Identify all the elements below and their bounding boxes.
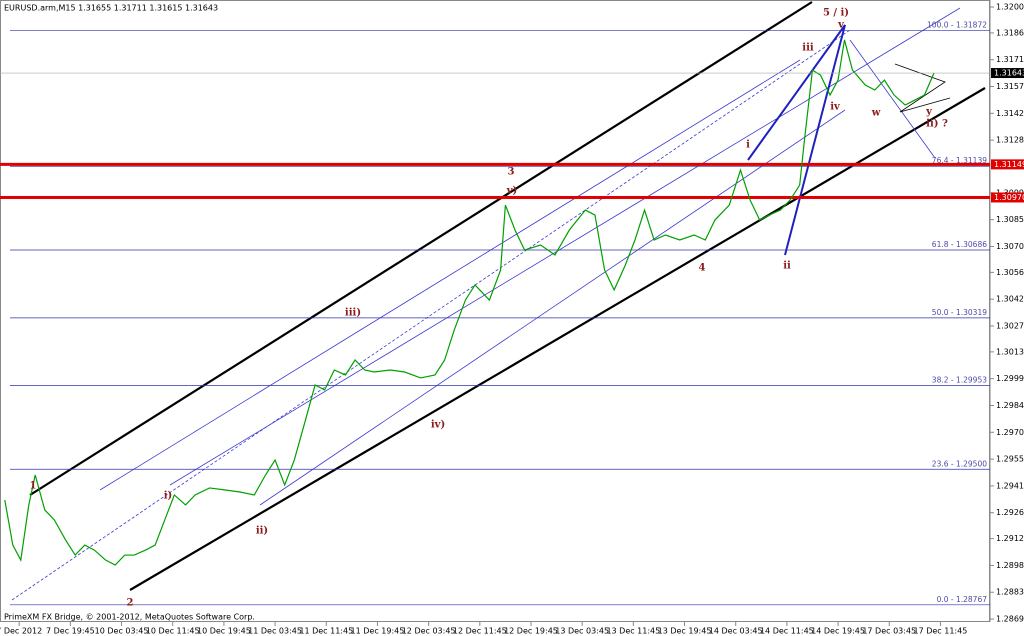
y-tick-label: 1.30420	[996, 295, 1024, 304]
red-level	[0, 195, 990, 199]
y-tick-label: 1.30705	[996, 242, 1024, 251]
y-tick-label: 1.31715	[996, 55, 1024, 64]
wave-label: w	[871, 108, 881, 119]
y-tick-label: 1.29990	[996, 374, 1024, 383]
wave-label: v	[837, 20, 845, 31]
y-tick-label: 1.30275	[996, 321, 1024, 330]
channel-lines	[11, 1, 986, 601]
channel-blue	[259, 109, 846, 506]
wave-label: 4	[699, 263, 706, 274]
x-tick-label: 10 Dec 11:45	[146, 627, 200, 636]
red-price-label: 1.31149	[994, 160, 1024, 169]
y-tick-label: 1.30565	[996, 268, 1024, 277]
current-price-box	[991, 68, 1024, 79]
red-price-box	[991, 159, 1024, 170]
y-tick-label: 1.29555	[996, 455, 1024, 464]
wave-label: 5 / i)	[823, 8, 849, 19]
wave-label: iii	[802, 43, 814, 54]
x-tick-label: 13 Dec 19:45	[658, 627, 712, 636]
fib-label: 61.8 - 1.30686	[932, 240, 987, 249]
wave-label: iv)	[431, 420, 445, 431]
y-tick-label: 1.29845	[996, 401, 1024, 410]
channel-blue	[99, 59, 801, 491]
wave-label: i)	[164, 491, 173, 502]
x-tick-label: 13 Dec 03:45	[555, 627, 609, 636]
x-tick-label: 14 Dec 19:45	[811, 627, 865, 636]
x-tick-label: 10 Dec 19:45	[197, 627, 251, 636]
x-tick-label: 14 Dec 11:45	[760, 627, 814, 636]
x-tick-label: 11 Dec 19:45	[351, 627, 405, 636]
red-price-label: 1.30970	[994, 193, 1024, 202]
fib-label: 23.6 - 1.29500	[932, 459, 987, 468]
y-tick-label: 1.28690	[996, 615, 1024, 624]
y-tick-label: 1.28980	[996, 561, 1024, 570]
wave-label: 3	[508, 167, 515, 178]
x-tick-label: 7 Dec 2012	[0, 627, 42, 636]
wave-label: y	[925, 107, 933, 118]
channel-upper	[29, 1, 813, 496]
chart-title: EURUSD.arm,M15 1.31655 1.31711 1.31615 1…	[4, 4, 218, 13]
fib-label: 76.4 - 1.31139	[932, 156, 987, 165]
y-tick-label: 1.29125	[996, 534, 1024, 543]
x-tick-label: 12 Dec 03:45	[402, 627, 456, 636]
y-tick-label: 1.28835	[996, 588, 1024, 597]
y-tick-label: 1.31570	[996, 82, 1024, 91]
y-tick-label: 1.31425	[996, 109, 1024, 118]
red-price-box	[991, 192, 1024, 203]
x-tick-label: 10 Dec 03:45	[95, 627, 149, 636]
red-level	[0, 162, 990, 166]
x-tick-label: 17 Dec 03:45	[862, 627, 916, 636]
wave-lines	[747, 24, 846, 256]
x-tick-label: 13 Dec 11:45	[606, 627, 660, 636]
price-line	[4, 39, 935, 566]
y-tick-label: 1.31280	[996, 136, 1024, 145]
wave-label: ii)	[256, 526, 268, 537]
fib-label: 50.0 - 1.30319	[932, 308, 987, 317]
wave-label: i	[746, 140, 750, 151]
y-tick-label: 1.32000	[996, 3, 1024, 12]
y-tick-label: 1.30135	[996, 347, 1024, 356]
x-tick-label: 12 Dec 19:45	[504, 627, 558, 636]
fib-label: 100.0 - 1.31872	[927, 21, 987, 30]
wave-label: iv	[830, 102, 841, 113]
current-price-label: 1.31643	[994, 69, 1024, 78]
x-tick-label: 12 Dec 11:45	[453, 627, 507, 636]
channel-lower	[129, 87, 986, 591]
y-tick-label: 1.31860	[996, 28, 1024, 37]
fib-label: 38.2 - 1.29953	[932, 376, 987, 385]
x-tick-label: 7 Dec 19:45	[46, 627, 95, 636]
x-tick-label: 14 Dec 03:45	[709, 627, 763, 636]
x-tick-label: 11 Dec 11:45	[299, 627, 353, 636]
wave-label: 2	[127, 598, 134, 609]
wave-label: ii) ?	[926, 119, 948, 130]
x-tick-label: 17 Dec 11:45	[914, 627, 968, 636]
wave-label: v)	[506, 186, 518, 197]
wave-label: iii)	[345, 308, 361, 319]
x-tick-label: 11 Dec 03:45	[248, 627, 302, 636]
wave-label: ii	[783, 261, 791, 272]
y-tick-label: 1.29700	[996, 428, 1024, 437]
wave-label: 1	[30, 481, 37, 492]
y-tick-label: 1.30850	[996, 215, 1024, 224]
wedge-line	[849, 39, 936, 159]
plot-area	[0, 0, 990, 622]
y-tick-label: 1.29265	[996, 508, 1024, 517]
footer: PrimeXM FX Bridge, © 2001-2012, MetaQuot…	[4, 613, 255, 622]
y-tick-label: 1.29410	[996, 481, 1024, 490]
channel-mid	[11, 29, 851, 601]
fib-label: 0.0 - 1.28767	[937, 595, 988, 604]
